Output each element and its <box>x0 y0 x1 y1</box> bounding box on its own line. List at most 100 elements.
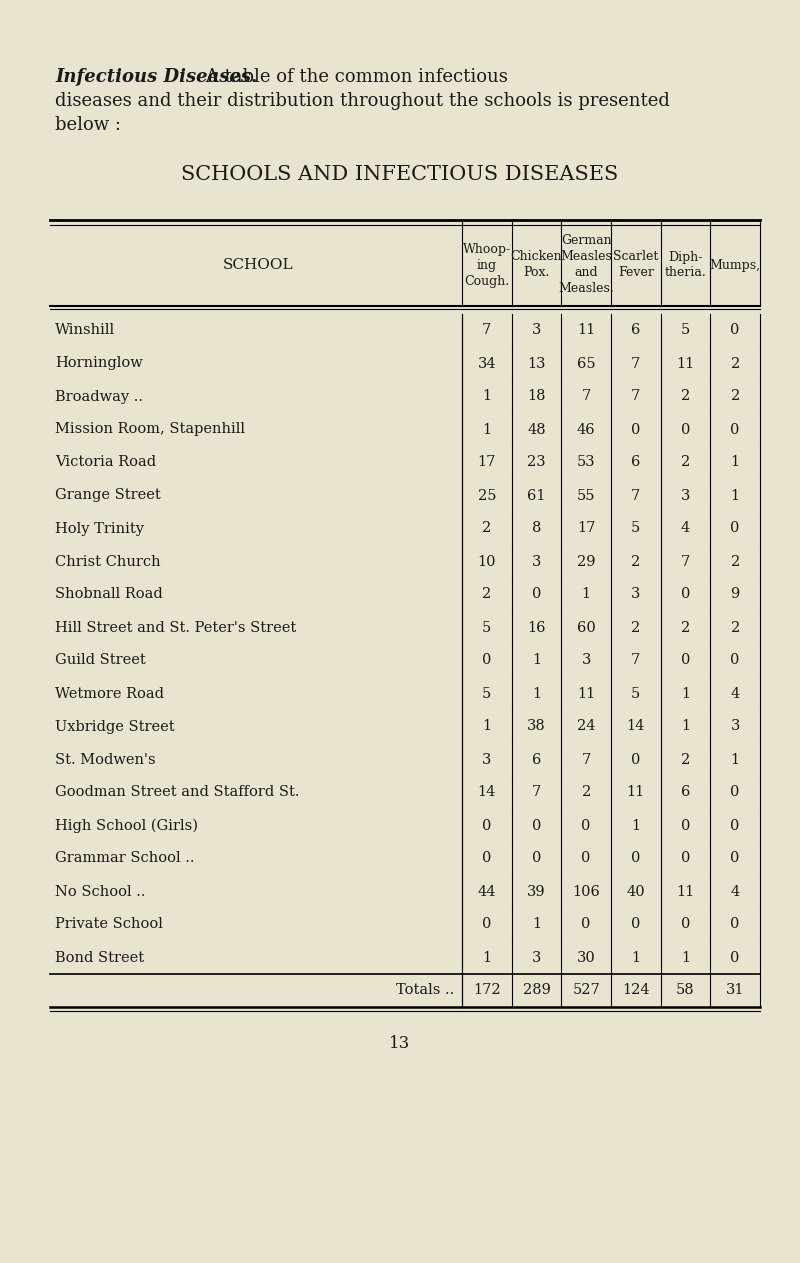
Text: 1: 1 <box>482 389 491 403</box>
Text: 2: 2 <box>681 620 690 634</box>
Text: German
Measles
and
Measles.: German Measles and Measles. <box>558 235 614 296</box>
Text: Broadway ..: Broadway .. <box>55 389 143 403</box>
Text: 2: 2 <box>730 554 740 568</box>
Text: 0: 0 <box>730 951 740 965</box>
Text: 0: 0 <box>681 653 690 668</box>
Text: Guild Street: Guild Street <box>55 653 146 668</box>
Text: Mumps,: Mumps, <box>710 259 761 272</box>
Text: Diph-
theria.: Diph- theria. <box>665 250 706 279</box>
Text: Hill Street and St. Peter's Street: Hill Street and St. Peter's Street <box>55 620 296 634</box>
Text: 1: 1 <box>631 818 640 832</box>
Text: Whoop-
ing
Cough.: Whoop- ing Cough. <box>462 242 511 288</box>
Text: SCHOOLS AND INFECTIOUS DISEASES: SCHOOLS AND INFECTIOUS DISEASES <box>182 165 618 184</box>
Text: 7: 7 <box>582 753 590 767</box>
Text: 0: 0 <box>631 917 641 932</box>
Text: 11: 11 <box>577 687 595 701</box>
Text: 17: 17 <box>577 522 595 536</box>
Text: 0: 0 <box>532 587 541 601</box>
Text: 1: 1 <box>730 456 740 470</box>
Text: 1: 1 <box>532 917 541 932</box>
Text: 53: 53 <box>577 456 595 470</box>
Text: Horninglow: Horninglow <box>55 356 142 370</box>
Text: 4: 4 <box>681 522 690 536</box>
Text: Goodman Street and Stafford St.: Goodman Street and Stafford St. <box>55 786 299 799</box>
Text: Totals ..: Totals .. <box>396 984 454 998</box>
Text: 14: 14 <box>478 786 496 799</box>
Text: 31: 31 <box>726 984 745 998</box>
Text: 0: 0 <box>730 818 740 832</box>
Text: 16: 16 <box>527 620 546 634</box>
Text: 48: 48 <box>527 423 546 437</box>
Text: 11: 11 <box>577 323 595 337</box>
Text: 1: 1 <box>532 653 541 668</box>
Text: 4: 4 <box>730 687 740 701</box>
Text: Victoria Road: Victoria Road <box>55 456 156 470</box>
Text: 1: 1 <box>482 720 491 734</box>
Text: 0: 0 <box>532 851 541 865</box>
Text: 44: 44 <box>478 884 496 898</box>
Text: 3: 3 <box>532 323 541 337</box>
Text: 5: 5 <box>482 687 491 701</box>
Text: 34: 34 <box>478 356 496 370</box>
Text: 6: 6 <box>681 786 690 799</box>
Text: SCHOOL: SCHOOL <box>223 258 294 272</box>
Text: 1: 1 <box>681 720 690 734</box>
Text: 2: 2 <box>681 389 690 403</box>
Text: 2: 2 <box>730 356 740 370</box>
Text: 7: 7 <box>681 554 690 568</box>
Text: 289: 289 <box>522 984 550 998</box>
Text: 23: 23 <box>527 456 546 470</box>
Text: 14: 14 <box>626 720 645 734</box>
Text: 7: 7 <box>631 653 641 668</box>
Text: 0: 0 <box>681 423 690 437</box>
Text: 7: 7 <box>482 323 491 337</box>
Text: 1: 1 <box>681 951 690 965</box>
Text: 25: 25 <box>478 489 496 503</box>
Text: 10: 10 <box>478 554 496 568</box>
Text: Holy Trinity: Holy Trinity <box>55 522 144 536</box>
Text: 13: 13 <box>527 356 546 370</box>
Text: 5: 5 <box>631 687 641 701</box>
Text: Chicken
Pox.: Chicken Pox. <box>510 250 562 279</box>
Text: Scarlet
Fever: Scarlet Fever <box>613 250 658 279</box>
Text: 2: 2 <box>582 786 590 799</box>
Text: 0: 0 <box>482 818 491 832</box>
Text: 60: 60 <box>577 620 595 634</box>
Text: 0: 0 <box>631 851 641 865</box>
Text: 5: 5 <box>482 620 491 634</box>
Text: 3: 3 <box>532 554 541 568</box>
Text: 5: 5 <box>631 522 641 536</box>
Text: 3: 3 <box>631 587 641 601</box>
Text: A table of the common infectious: A table of the common infectious <box>200 68 508 86</box>
Text: No School ..: No School .. <box>55 884 146 898</box>
Text: 6: 6 <box>631 456 641 470</box>
Text: diseases and their distribution throughout the schools is presented: diseases and their distribution througho… <box>55 92 670 110</box>
Text: 0: 0 <box>582 851 591 865</box>
Text: 11: 11 <box>676 884 694 898</box>
Text: 2: 2 <box>681 753 690 767</box>
Text: Grange Street: Grange Street <box>55 489 161 503</box>
Text: 40: 40 <box>626 884 645 898</box>
Text: 58: 58 <box>676 984 695 998</box>
Text: Bond Street: Bond Street <box>55 951 144 965</box>
Text: 0: 0 <box>582 917 591 932</box>
Text: 3: 3 <box>482 753 491 767</box>
Text: 2: 2 <box>631 554 641 568</box>
Text: 0: 0 <box>681 917 690 932</box>
Text: 65: 65 <box>577 356 595 370</box>
Text: 2: 2 <box>482 522 491 536</box>
Text: 0: 0 <box>730 323 740 337</box>
Text: 172: 172 <box>473 984 501 998</box>
Text: 4: 4 <box>730 884 740 898</box>
Text: Shobnall Road: Shobnall Road <box>55 587 162 601</box>
Text: Mission Room, Stapenhill: Mission Room, Stapenhill <box>55 423 245 437</box>
Text: 7: 7 <box>631 356 641 370</box>
Text: 0: 0 <box>681 587 690 601</box>
Text: 0: 0 <box>482 851 491 865</box>
Text: 2: 2 <box>482 587 491 601</box>
Text: 0: 0 <box>631 753 641 767</box>
Text: 0: 0 <box>582 818 591 832</box>
Text: 5: 5 <box>681 323 690 337</box>
Text: 0: 0 <box>730 786 740 799</box>
Text: 0: 0 <box>532 818 541 832</box>
